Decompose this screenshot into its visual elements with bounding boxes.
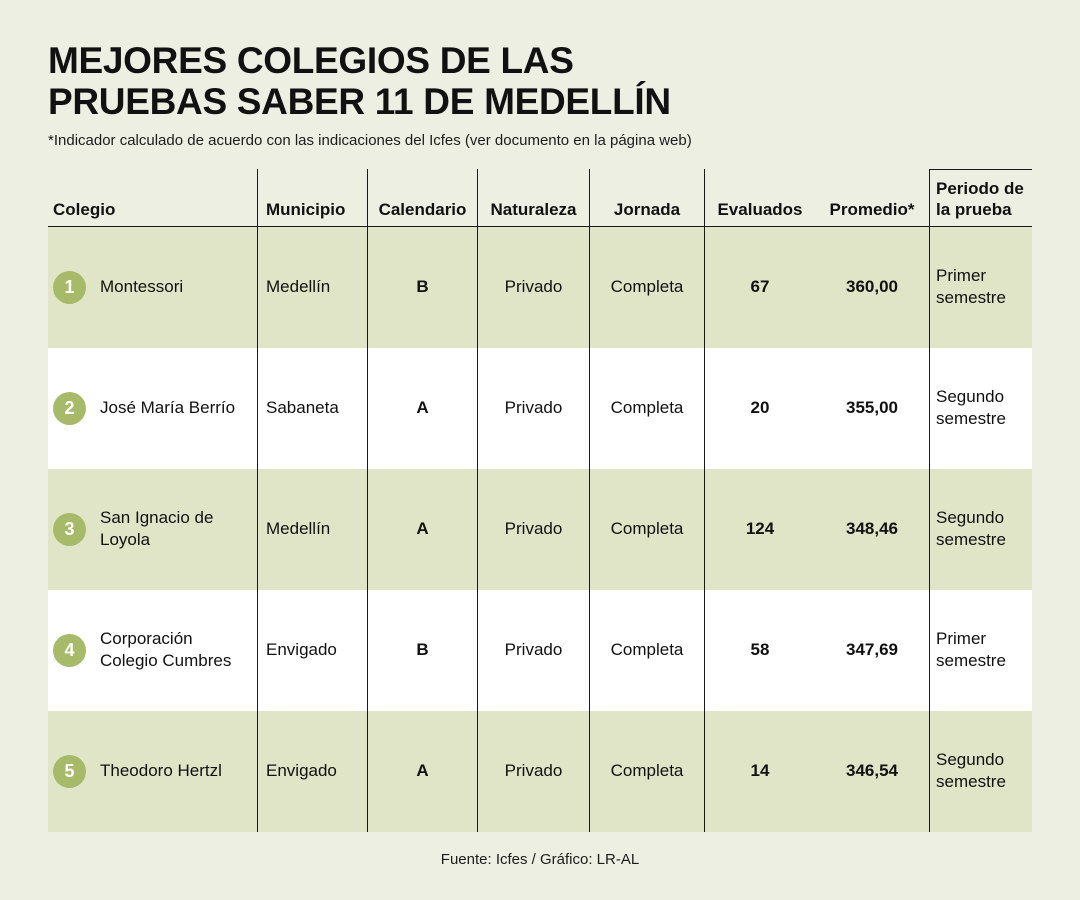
- school-name: Montessori: [100, 277, 184, 297]
- cell-periodo: Primer semestre: [936, 266, 1006, 308]
- col-header-calendario: Calendario: [368, 168, 478, 233]
- rank-badge: 5: [53, 754, 86, 788]
- school-name: José María Berrío: [100, 398, 236, 418]
- cell-jornada: Completa: [590, 226, 705, 348]
- school-name: Corporación Colegio Cumbres: [100, 629, 232, 671]
- cell-evaluados: 14: [750, 761, 770, 781]
- cell-naturaleza: Privado: [478, 347, 590, 469]
- cell-colegio: 4 Corporación Colegio Cumbres: [48, 589, 258, 711]
- cell-periodo: Segundo semestre: [936, 508, 1006, 550]
- cell-periodo: Segundo semestre: [936, 750, 1006, 792]
- col-header-evaluados: Evaluados: [717, 200, 803, 220]
- cell-evaluados: 67: [750, 277, 770, 297]
- cell-evaluados: 20: [750, 398, 770, 418]
- page-title-line2: PRUEBAS SABER 11 DE MEDELLÍN: [48, 81, 671, 123]
- cell-evaluados: 124: [745, 519, 775, 539]
- rank-badge: 2: [53, 391, 86, 425]
- subtitle-note: *Indicador calculado de acuerdo con las …: [48, 131, 692, 149]
- col-header-promedio: Promedio*: [815, 168, 930, 233]
- cell-colegio: 5 Theodoro Hertzl: [48, 710, 258, 832]
- cell-promedio: 347,69: [815, 589, 930, 711]
- col-header-naturaleza: Naturaleza: [478, 168, 590, 233]
- cell-calendario: B: [368, 589, 478, 711]
- cell-calendario: A: [368, 710, 478, 832]
- source-credit: Fuente: Icfes / Gráfico: LR-AL: [440, 850, 640, 868]
- cell-jornada: Completa: [590, 468, 705, 590]
- cell-colegio: 3 San Ignacio de Loyola: [48, 468, 258, 590]
- cell-colegio: 1 Montessori: [48, 226, 258, 348]
- page-title: MEJORES COLEGIOS DE LAS PRUEBAS SABER 11…: [48, 40, 1032, 123]
- cell-promedio: 360,00: [815, 226, 930, 348]
- cell-municipio: Medellín: [258, 468, 368, 590]
- cell-municipio: Envigado: [258, 589, 368, 711]
- table-row: 5 Theodoro Hertzl Envigado A Privado Com…: [48, 710, 1032, 832]
- cell-municipio: Envigado: [258, 710, 368, 832]
- rank-badge: 3: [53, 512, 86, 546]
- cell-evaluados: 58: [750, 640, 770, 660]
- cell-periodo: Segundo semestre: [936, 387, 1006, 429]
- cell-calendario: A: [368, 347, 478, 469]
- col-header-colegio: Colegio: [48, 168, 258, 233]
- cell-naturaleza: Privado: [478, 468, 590, 590]
- table-row: 3 San Ignacio de Loyola Medellín A Priva…: [48, 468, 1032, 590]
- table-row: 1 Montessori Medellín B Privado Completa…: [48, 226, 1032, 348]
- cell-promedio: 355,00: [815, 347, 930, 469]
- cell-municipio: Medellín: [258, 226, 368, 348]
- col-header-municipio: Municipio: [258, 168, 368, 233]
- cell-naturaleza: Privado: [478, 589, 590, 711]
- cell-calendario: A: [368, 468, 478, 590]
- school-name: Theodoro Hertzl: [100, 761, 222, 781]
- col-header-jornada: Jornada: [590, 168, 705, 233]
- school-name: San Ignacio de Loyola: [100, 508, 214, 550]
- rank-badge: 1: [53, 270, 86, 304]
- cell-calendario: B: [368, 226, 478, 348]
- rank-badge: 4: [53, 633, 86, 667]
- cell-jornada: Completa: [590, 347, 705, 469]
- schools-table: Colegio Municipio Calendario Naturaleza …: [48, 168, 1032, 832]
- col-header-periodo: Periodo de la prueba: [930, 168, 1032, 233]
- cell-naturaleza: Privado: [478, 710, 590, 832]
- cell-periodo: Primer semestre: [936, 629, 1006, 671]
- page-title-line1: MEJORES COLEGIOS DE LAS: [48, 40, 574, 81]
- table-header-row: Colegio Municipio Calendario Naturaleza …: [48, 168, 1032, 233]
- cell-promedio: 346,54: [815, 710, 930, 832]
- cell-promedio: 348,46: [815, 468, 930, 590]
- cell-colegio: 2 José María Berrío: [48, 347, 258, 469]
- cell-jornada: Completa: [590, 589, 705, 711]
- cell-jornada: Completa: [590, 710, 705, 832]
- cell-municipio: Sabaneta: [258, 347, 368, 469]
- table-row: 4 Corporación Colegio Cumbres Envigado B…: [48, 589, 1032, 711]
- cell-naturaleza: Privado: [478, 226, 590, 348]
- table-row: 2 José María Berrío Sabaneta A Privado C…: [48, 347, 1032, 469]
